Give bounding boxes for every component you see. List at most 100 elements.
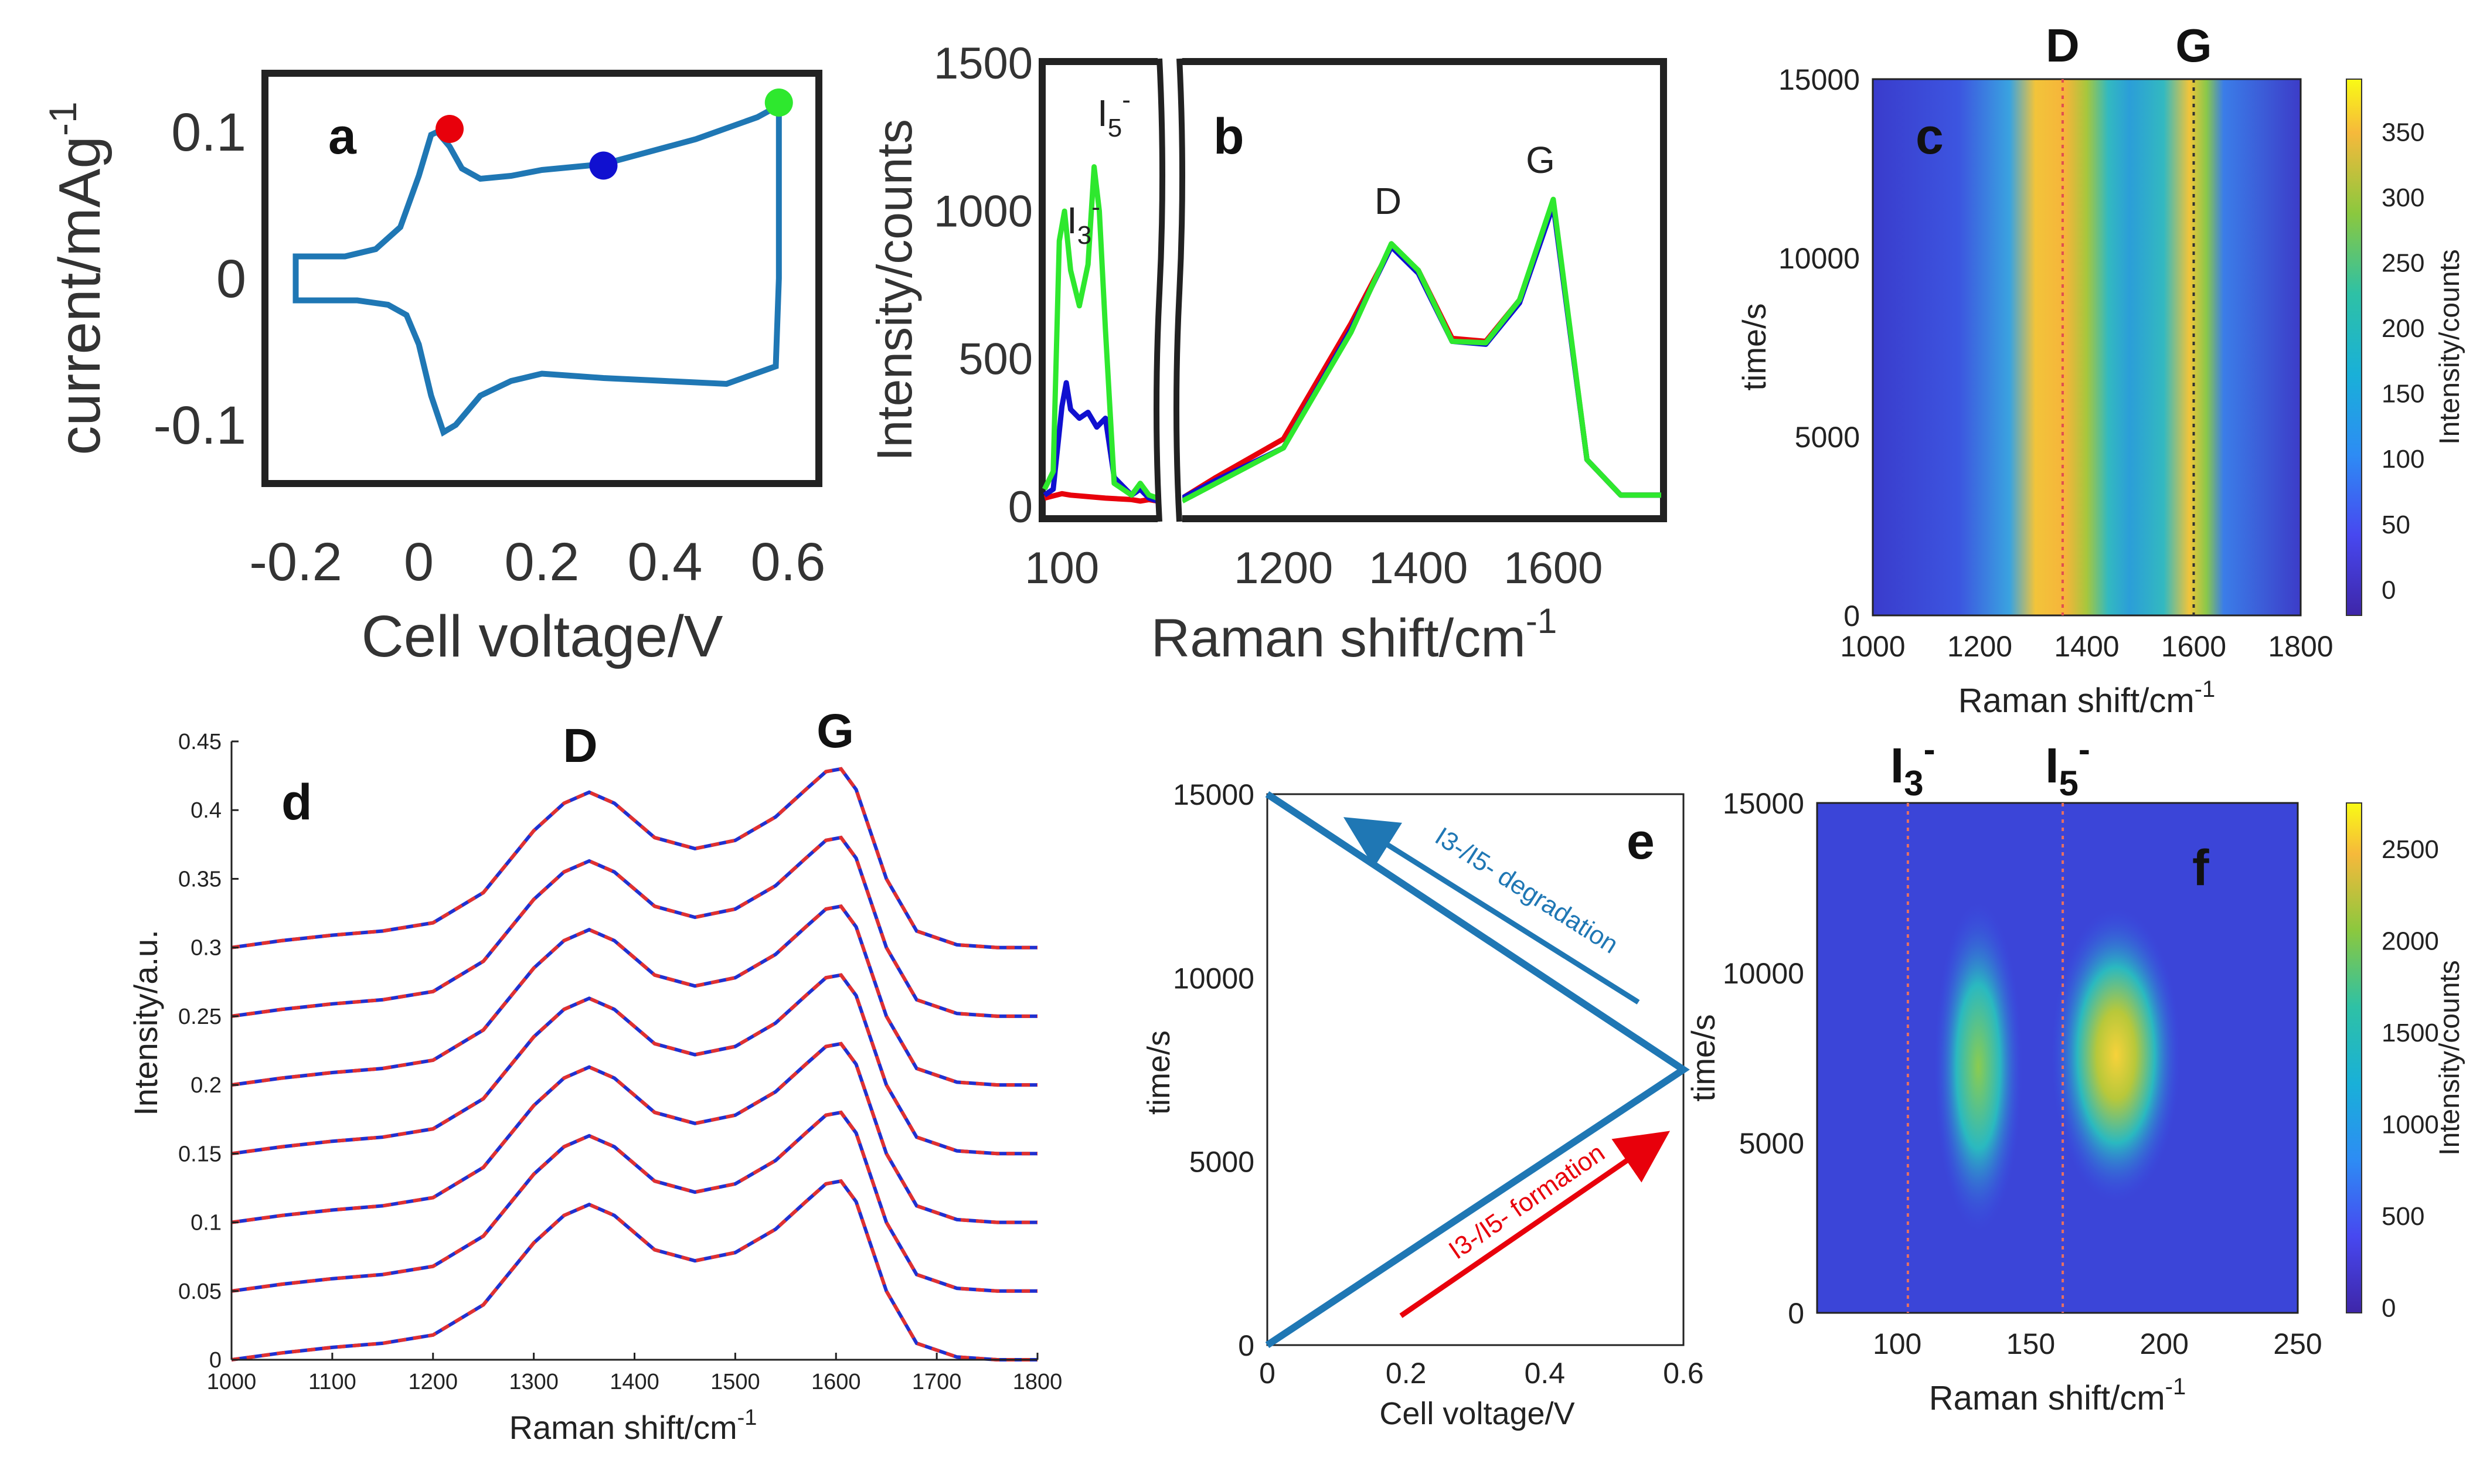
panel-a-marker-green bbox=[764, 89, 793, 117]
panel-b-xtick-label: 1200 bbox=[1234, 543, 1333, 593]
panel-d-spectrum-data bbox=[231, 904, 1038, 1087]
panel-b-xtick-label: 100 bbox=[1025, 543, 1099, 593]
panel-b-series-green-left bbox=[1042, 164, 1159, 501]
panel-a-cv-curve bbox=[292, 100, 782, 437]
panel-f-xtick-label: 250 bbox=[2273, 1328, 2322, 1360]
panel-a: -0.2 0 0.2 0.4 0.6 -0.1 0 0.1 a Cell voltage/V… bbox=[41, 70, 826, 669]
panel-f-xlabel: Raman shift/cm-1 bbox=[1929, 1374, 2186, 1417]
panel-f-xlabel-main: Raman shift/cm bbox=[1929, 1379, 2165, 1417]
panel-b-i5-sub: 5 bbox=[1108, 114, 1122, 142]
panel-d-ytick-label: 0.25 bbox=[178, 1005, 222, 1029]
panel-c-xlabel: Raman shift/cm-1 bbox=[1958, 676, 2215, 720]
panel-c-label: c bbox=[1916, 108, 1944, 165]
panel-b-xlabel: Raman shift/cm-1 bbox=[1151, 601, 1557, 668]
panel-d-ytick-label: 0 bbox=[209, 1348, 222, 1373]
panel-f-xtick-label: 150 bbox=[2006, 1328, 2055, 1360]
panel-c-xtick-label: 1400 bbox=[2054, 630, 2119, 663]
panel-d-xtick-label: 1300 bbox=[509, 1370, 559, 1394]
panel-f-i3-band bbox=[1934, 903, 2022, 1231]
panel-d-xlabel-sup: -1 bbox=[737, 1405, 757, 1430]
panel-b-axis-break-left bbox=[1154, 58, 1165, 522]
panel-d-ytick-label: 0.3 bbox=[191, 936, 222, 961]
panel-b-annotation-i5: I5- bbox=[1097, 86, 1131, 142]
panel-c-colorbar-label: Intensity/counts bbox=[2434, 249, 2465, 445]
panel-e-xtick-label: 0 bbox=[1259, 1357, 1275, 1390]
panel-c-colorbar-tick: 300 bbox=[2382, 183, 2424, 212]
panel-b-ytick-label: 1500 bbox=[934, 39, 1033, 89]
panel-e-voltage-time-line bbox=[1265, 791, 1690, 1349]
panel-f-frame bbox=[1816, 802, 2299, 1314]
panel-b-frame bbox=[1039, 58, 1667, 522]
panel-b-xtick-label: 1600 bbox=[1503, 543, 1603, 593]
panel-a-frame bbox=[261, 70, 822, 487]
panel-a-xtick-label: -0.2 bbox=[249, 532, 342, 592]
panel-f-ylabel: time/s bbox=[1685, 1014, 1722, 1101]
panel-c-heatmap bbox=[1873, 79, 2301, 615]
panel-d-ytick-label: 0.15 bbox=[178, 1142, 222, 1166]
panel-a-xtick-label: 0.6 bbox=[751, 532, 826, 592]
panel-c-peak-label: D bbox=[2046, 19, 2080, 72]
panel-e-ytick-label: 5000 bbox=[1189, 1146, 1254, 1179]
panel-b-i3-base: I bbox=[1067, 199, 1077, 241]
panel-d-ytick-label: 0.1 bbox=[191, 1211, 222, 1235]
panel-b-i3-sub: 3 bbox=[1077, 221, 1091, 250]
panel-c-colorbar bbox=[2346, 79, 2362, 616]
panel-f-colorbar-tick: 0 bbox=[2382, 1294, 2396, 1323]
panel-a-ylabel: current/mAg-1 bbox=[41, 101, 113, 455]
panel-c-colorbar-tick: 200 bbox=[2382, 314, 2424, 343]
panel-b-i5-base: I bbox=[1097, 92, 1108, 134]
panel-a-label: a bbox=[328, 108, 357, 165]
panel-d-ylabel: Intensity/a.u. bbox=[127, 930, 164, 1116]
panel-f-colorbar-label: Intensity/counts bbox=[2434, 960, 2465, 1156]
panel-b-i3-sup: - bbox=[1091, 193, 1100, 222]
panel-d-spectrum-fit bbox=[231, 835, 1038, 1018]
panel-f-colorbar bbox=[2346, 802, 2362, 1313]
panel-d-spectrum-fit bbox=[231, 767, 1038, 949]
panel-f-peak-label-sub: 3 bbox=[1904, 764, 1923, 803]
panel-b-series-green-right bbox=[1181, 196, 1661, 503]
panel-f-xtick-label: 100 bbox=[1873, 1328, 1921, 1360]
panel-f-colorbar-tick: 2000 bbox=[2382, 927, 2439, 956]
panel-d-label: d bbox=[281, 774, 312, 831]
panel-d-spectrum-data bbox=[231, 835, 1038, 1018]
panel-c-colorbar-tick: 50 bbox=[2382, 510, 2410, 539]
panel-d-spectrum-data bbox=[231, 973, 1038, 1156]
panel-d-ytick-label: 0.45 bbox=[178, 730, 222, 754]
panel-d-spectrum-data bbox=[231, 1179, 1038, 1362]
panel-e-xtick-label: 0.6 bbox=[1663, 1357, 1704, 1390]
panel-f-label: f bbox=[2192, 840, 2209, 896]
panel-c-xlabel-sup: -1 bbox=[2195, 676, 2216, 702]
panel-c-colorbar-tick: 0 bbox=[2382, 576, 2396, 604]
panel-d-annotation-d: D bbox=[563, 719, 597, 772]
panel-c-xtick-label: 1000 bbox=[1840, 630, 1905, 663]
panel-a-xtick-label: 0.4 bbox=[628, 532, 703, 592]
panel-f-colorbar-tick: 1500 bbox=[2382, 1019, 2439, 1047]
panel-e-xtick-label: 0.4 bbox=[1525, 1357, 1566, 1390]
panel-e-ylabel: time/s bbox=[1141, 1030, 1176, 1115]
panel-a-ylabel-main: current/mAg bbox=[47, 136, 113, 455]
panel-f-peak-label-sup: - bbox=[1924, 730, 1935, 769]
panel-d-ytick-label: 0.05 bbox=[178, 1279, 222, 1304]
panel-b-xlabel-main: Raman shift/cm bbox=[1151, 608, 1526, 668]
panel-f-xtick-label: 200 bbox=[2140, 1328, 2189, 1360]
panel-d-ytick-label: 0.2 bbox=[191, 1073, 222, 1098]
panel-e-ytick-label: 15000 bbox=[1173, 778, 1254, 811]
panel-c-colorbar-tick: 250 bbox=[2382, 249, 2424, 277]
panel-e-degradation-arrow bbox=[1343, 817, 1640, 1005]
panel-f-colorbar-tick: 2500 bbox=[2382, 835, 2439, 864]
panel-f-peak-label-base: I bbox=[2045, 738, 2059, 793]
panel-b-series-blue-left bbox=[1043, 380, 1159, 504]
panel-c-ytick-label: 0 bbox=[1843, 600, 1860, 632]
panel-d-spectrum-data bbox=[231, 1041, 1038, 1224]
panel-b-i5-sup: - bbox=[1122, 86, 1131, 114]
panel-f-ytick-label: 5000 bbox=[1739, 1127, 1804, 1160]
panel-e-label: e bbox=[1627, 814, 1655, 870]
panel-d-xtick-label: 1500 bbox=[710, 1370, 760, 1394]
panel-c-xtick-label: 1200 bbox=[1947, 630, 2012, 663]
panel-e-formation-arrow bbox=[1399, 1131, 1671, 1318]
panel-f-ytick-label: 15000 bbox=[1723, 787, 1804, 820]
